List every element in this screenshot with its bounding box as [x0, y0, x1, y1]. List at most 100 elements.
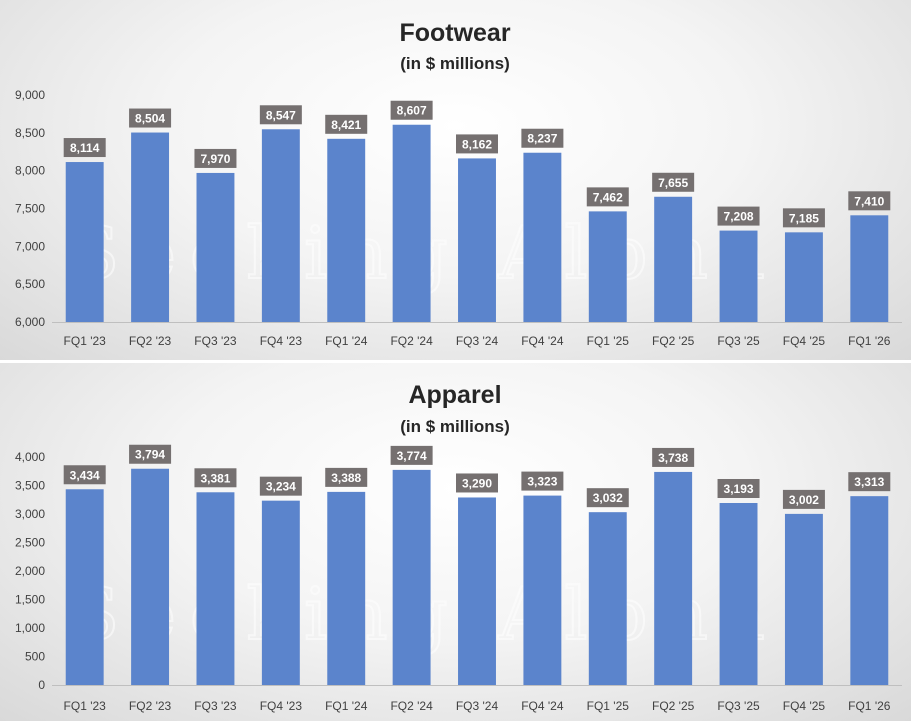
data-label: 7,410 [848, 191, 891, 211]
data-label: 7,208 [717, 206, 760, 226]
data-label: 8,237 [521, 128, 564, 148]
x-tick-label: FQ2 '23 [129, 334, 172, 348]
bar [588, 211, 627, 322]
data-label-box [782, 489, 825, 509]
apparel-chart-panel: Seeking Alpha Apparel (in $ millions) 05… [0, 363, 911, 721]
data-label-box [586, 187, 629, 207]
x-tick-label: FQ4 '25 [783, 334, 826, 348]
x-tick-label: FQ1 '26 [848, 334, 891, 348]
data-label: 3,290 [456, 473, 498, 493]
x-tick-label: FQ4 '23 [260, 699, 303, 713]
x-tick-label: FQ1 '23 [64, 699, 107, 713]
data-label: 3,313 [848, 472, 891, 492]
x-tick-label: FQ2 '23 [129, 699, 172, 713]
data-label-text: 7,970 [200, 152, 230, 166]
data-label-box [325, 467, 368, 487]
data-label-box [390, 445, 433, 465]
apparel-chart: Seeking Alpha Apparel (in $ millions) 05… [15, 381, 902, 713]
y-tick-label: 9,000 [15, 88, 45, 102]
data-label-text: 7,185 [789, 211, 819, 225]
y-tick-label: 3,500 [15, 479, 45, 493]
data-label-box [782, 208, 825, 228]
data-label-box [129, 108, 172, 128]
bar [850, 496, 889, 685]
x-tick-label: FQ2 '25 [652, 699, 695, 713]
bar [131, 468, 170, 685]
data-label-box [390, 100, 433, 120]
data-label-box [456, 473, 498, 493]
data-labels: 3,434 3,794 3,381 3,234 3,388 3,774 3,290 3,323… [63, 444, 891, 509]
data-label-text: 3,234 [266, 480, 296, 494]
y-tick-label: 8,000 [15, 164, 45, 178]
y-axis: 0 500 1,000 1,500 2,000 2,500 3,000 3,500 4,000 [15, 450, 902, 692]
data-label-text: 3,434 [70, 468, 100, 482]
data-label: 3,388 [325, 467, 368, 487]
data-label-text: 3,032 [593, 491, 623, 505]
x-tick-label: FQ3 '23 [194, 699, 237, 713]
data-label: 3,434 [63, 465, 106, 485]
x-tick-label: FQ3 '23 [194, 334, 237, 348]
footwear-chart-panel: Seeking Alpha Footwear (in $ millions) 6… [0, 0, 911, 360]
data-label-box [717, 206, 760, 226]
bar [458, 497, 496, 685]
y-tick-label: 2,000 [15, 564, 45, 578]
data-label: 3,774 [390, 445, 433, 465]
bar [850, 215, 889, 322]
data-label: 7,462 [586, 187, 629, 207]
bar [654, 196, 693, 322]
data-label: 3,032 [586, 488, 629, 508]
data-label-box [652, 447, 695, 467]
x-tick-label: FQ3 '25 [717, 699, 760, 713]
data-label: 8,504 [129, 108, 172, 128]
y-tick-label: 1,500 [15, 593, 45, 607]
bar [196, 492, 235, 685]
data-label: 3,002 [782, 489, 825, 509]
data-label: 8,547 [259, 105, 302, 125]
y-tick-label: 6,000 [15, 315, 45, 329]
bar [784, 232, 823, 322]
x-tick-label: FQ1 '24 [325, 334, 368, 348]
data-label-text: 8,504 [135, 112, 165, 126]
data-label: 3,738 [652, 447, 695, 467]
data-label-box [848, 191, 891, 211]
chart-title: Footwear [399, 19, 510, 47]
bars [65, 468, 889, 685]
data-label-box [259, 105, 302, 125]
data-label-box [652, 172, 695, 192]
y-axis: 6,000 6,500 7,000 7,500 8,000 8,500 9,000 [15, 88, 902, 329]
x-axis: FQ1 '23 FQ2 '23 FQ3 '23 FQ4 '23 FQ1 '24 FQ2 '… [64, 334, 891, 348]
x-tick-label: FQ3 '24 [456, 699, 499, 713]
bars [65, 124, 889, 322]
data-label: 3,323 [521, 471, 564, 491]
data-label-box [63, 465, 106, 485]
chart-subtitle: (in $ millions) [400, 417, 510, 436]
bar [523, 495, 562, 685]
x-tick-label: FQ1 '23 [64, 334, 107, 348]
data-label-text: 7,410 [854, 194, 884, 208]
data-label-text: 3,290 [462, 476, 492, 490]
data-label-text: 3,738 [658, 451, 688, 465]
x-tick-label: FQ4 '25 [783, 699, 826, 713]
bar [65, 162, 104, 322]
bar [327, 138, 366, 322]
bar [65, 489, 104, 685]
y-tick-label: 1,000 [15, 621, 45, 635]
data-label: 3,381 [194, 468, 237, 488]
data-label-box [129, 444, 172, 464]
data-label: 3,234 [259, 476, 302, 496]
data-label-box [521, 471, 564, 491]
bar [392, 124, 431, 322]
data-label-text: 3,388 [331, 471, 361, 485]
y-tick-label: 2,500 [15, 536, 45, 550]
data-label-text: 3,381 [200, 471, 230, 485]
data-label-box [259, 476, 302, 496]
x-tick-label: FQ1 '24 [325, 699, 368, 713]
data-label: 8,607 [390, 100, 433, 120]
data-labels: 8,114 8,504 7,970 8,547 8,421 8,607 8,162 8,237… [63, 100, 891, 228]
data-label-box [194, 148, 237, 168]
data-label-box [717, 478, 760, 498]
y-tick-label: 3,000 [15, 507, 45, 521]
bar [196, 172, 235, 322]
bar [261, 500, 300, 685]
x-tick-label: FQ2 '24 [390, 699, 433, 713]
